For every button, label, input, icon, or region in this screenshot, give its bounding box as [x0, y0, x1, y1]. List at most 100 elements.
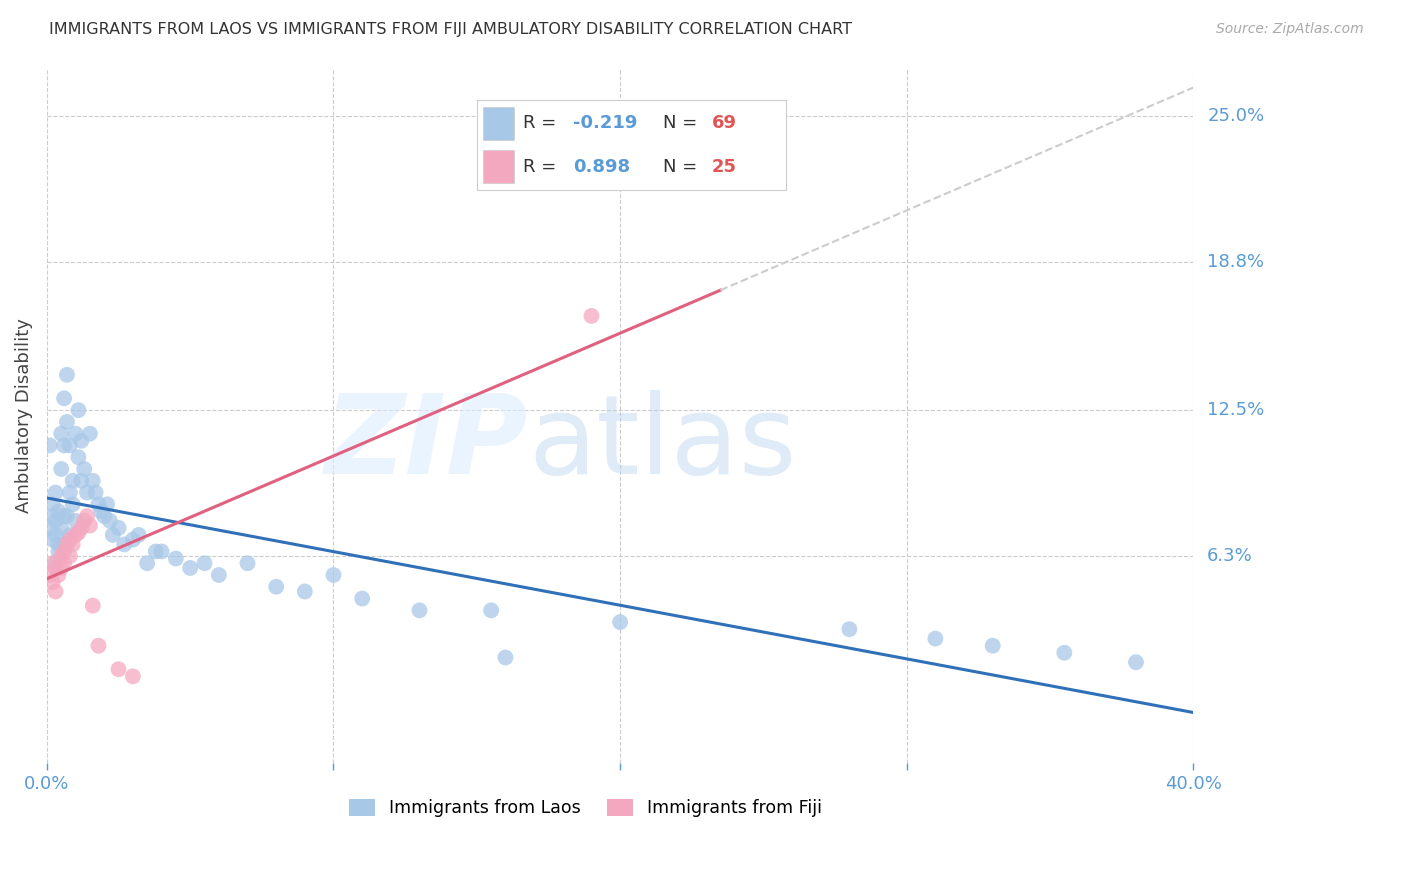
Point: [107, 521, 129, 535]
Point: [84, 485, 107, 500]
Point: [65, 514, 87, 528]
Point: [41, 533, 63, 547]
Text: IMMIGRANTS FROM LAOS VS IMMIGRANTS FROM FIJI AMBULATORY DISABILITY CORRELATION C: IMMIGRANTS FROM LAOS VS IMMIGRANTS FROM …: [49, 22, 852, 37]
Point: [93, 509, 115, 524]
Point: [59, 438, 82, 452]
Point: [1125, 655, 1147, 669]
Text: ZIP: ZIP: [325, 391, 529, 498]
Point: [59, 533, 82, 547]
Point: [53, 509, 76, 524]
Point: [44, 514, 66, 528]
Text: 18.8%: 18.8%: [1208, 252, 1264, 270]
Point: [56, 368, 79, 382]
Point: [165, 551, 187, 566]
Point: [38, 521, 60, 535]
Point: [408, 603, 430, 617]
Point: [90, 504, 112, 518]
Point: [98, 514, 121, 528]
Point: [179, 561, 201, 575]
Point: [48, 504, 70, 518]
Point: [981, 639, 1004, 653]
Point: [41, 497, 63, 511]
Text: 6.3%: 6.3%: [1208, 547, 1253, 566]
Point: [44, 528, 66, 542]
Point: [294, 584, 316, 599]
Point: [145, 544, 167, 558]
Point: [73, 462, 96, 476]
Point: [59, 485, 82, 500]
Point: [193, 556, 215, 570]
Point: [609, 615, 631, 629]
Point: [53, 556, 76, 570]
Point: [838, 622, 860, 636]
Text: 12.5%: 12.5%: [1208, 401, 1264, 419]
Point: [96, 497, 118, 511]
Point: [62, 474, 84, 488]
Point: [56, 509, 79, 524]
Point: [73, 514, 96, 528]
Point: [150, 544, 173, 558]
Point: [87, 639, 110, 653]
Point: [208, 568, 231, 582]
Text: 25.0%: 25.0%: [1208, 107, 1264, 125]
Point: [38, 438, 60, 452]
Point: [136, 556, 159, 570]
Point: [65, 426, 87, 441]
Point: [479, 603, 502, 617]
Point: [67, 450, 90, 465]
Point: [112, 537, 135, 551]
Point: [101, 528, 124, 542]
Point: [51, 426, 73, 441]
Point: [62, 537, 84, 551]
Point: [107, 662, 129, 676]
Point: [236, 556, 259, 570]
Point: [48, 537, 70, 551]
Point: [322, 568, 344, 582]
Point: [41, 575, 63, 590]
Point: [51, 462, 73, 476]
Point: [128, 528, 150, 542]
Point: [59, 549, 82, 564]
Text: Source: ZipAtlas.com: Source: ZipAtlas.com: [1216, 22, 1364, 37]
Point: [76, 509, 98, 524]
Point: [495, 650, 517, 665]
Y-axis label: Ambulatory Disability: Ambulatory Disability: [15, 318, 32, 514]
Point: [53, 537, 76, 551]
Point: [48, 544, 70, 558]
Point: [53, 392, 76, 406]
Point: [53, 438, 76, 452]
Point: [87, 497, 110, 511]
Point: [76, 485, 98, 500]
Point: [70, 434, 93, 448]
Point: [44, 584, 66, 599]
Point: [79, 518, 101, 533]
Point: [44, 561, 66, 575]
Point: [67, 403, 90, 417]
Point: [62, 497, 84, 511]
Point: [41, 556, 63, 570]
Point: [53, 544, 76, 558]
Point: [59, 528, 82, 542]
Point: [41, 509, 63, 524]
Point: [70, 474, 93, 488]
Point: [79, 426, 101, 441]
Point: [51, 521, 73, 535]
Point: [122, 669, 145, 683]
Point: [56, 415, 79, 429]
Point: [44, 556, 66, 570]
Point: [264, 580, 287, 594]
Point: [51, 561, 73, 575]
Point: [38, 568, 60, 582]
Text: atlas: atlas: [529, 391, 797, 498]
Point: [82, 599, 104, 613]
Point: [67, 525, 90, 540]
Point: [44, 485, 66, 500]
Point: [82, 474, 104, 488]
Legend: Immigrants from Laos, Immigrants from Fiji: Immigrants from Laos, Immigrants from Fi…: [343, 791, 830, 824]
Point: [924, 632, 946, 646]
Point: [122, 533, 145, 547]
Point: [51, 549, 73, 564]
Point: [48, 568, 70, 582]
Point: [581, 309, 603, 323]
Point: [70, 521, 93, 535]
